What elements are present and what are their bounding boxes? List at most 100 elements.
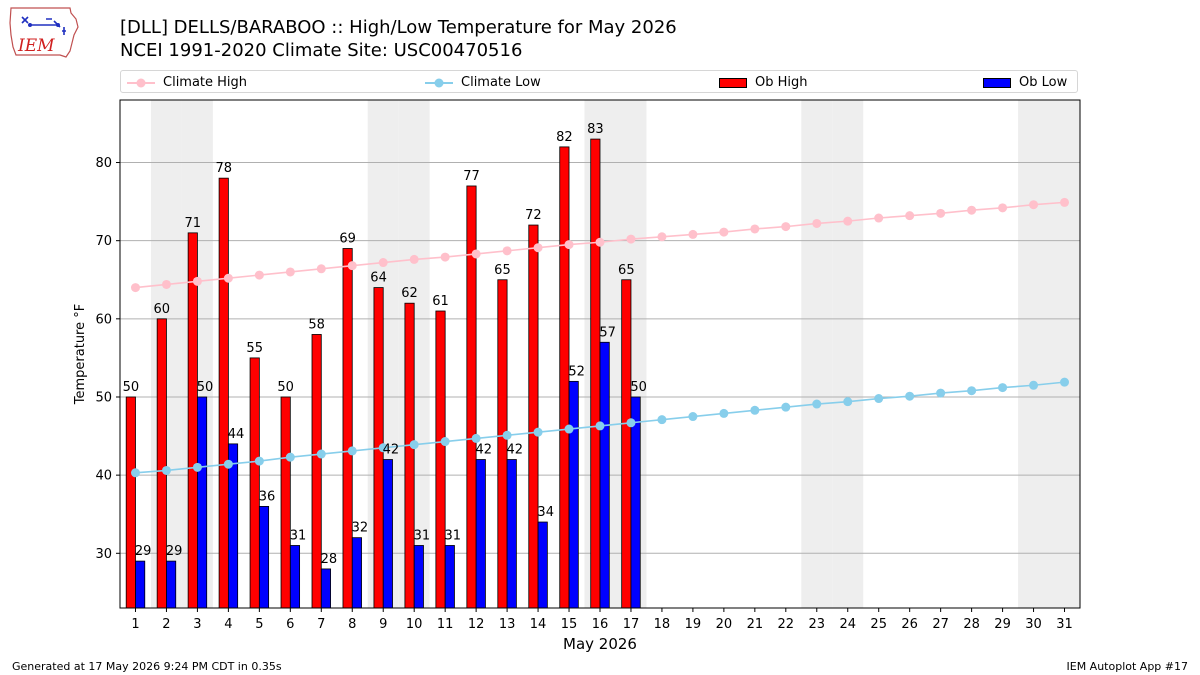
chart-subtitle: NCEI 1991-2020 Climate Site: USC00470516 [120,40,523,61]
y-tick-label: 40 [95,469,112,484]
label-ob-high: 65 [618,263,635,278]
legend-label: Climate High [163,75,248,90]
point-climate-low [874,394,884,404]
point-climate-low [471,433,481,443]
x-tick-label: 2 [162,617,170,632]
label-ob-low: 44 [228,427,245,442]
legend-label: Climate Low [461,75,541,90]
point-climate-high [781,222,791,232]
x-tick-label: 19 [685,617,702,632]
point-climate-low [688,412,698,422]
point-climate-low [719,408,729,418]
y-tick-label: 30 [95,547,112,562]
legend-ob-low-marker [983,77,1011,88]
point-climate-high [130,283,140,293]
point-climate-high [998,203,1008,213]
point-climate-low [564,424,574,434]
point-climate-high [843,216,853,226]
label-ob-low: 29 [166,544,183,559]
bar-ob-high [435,310,446,609]
point-climate-high [812,218,822,228]
bar-ob-low [506,459,517,609]
footer-app-id: IEM Autoplot App #17 [1066,660,1189,673]
x-tick-label: 13 [499,617,516,632]
bar-ob-low [289,545,301,609]
bar-ob-high [342,248,353,609]
point-climate-low [316,449,326,459]
bar-ob-low [537,521,548,609]
x-tick-label: 5 [255,617,263,632]
label-ob-low: 31 [290,528,307,543]
bar-ob-low [568,380,579,609]
x-tick-label: 16 [592,617,609,632]
x-tick-label: 4 [224,617,232,632]
y-tick-label: 60 [95,312,112,327]
bar-ob-low [258,505,270,609]
label-ob-low: 28 [321,552,338,567]
bar-ob-high [621,279,632,609]
legend-label: Ob High [755,75,808,90]
y-tick-label: 80 [95,156,112,171]
legend-climate-low: Climate Low [425,71,541,94]
label-ob-high: 64 [370,271,387,286]
label-ob-high: 50 [277,380,294,395]
x-tick-label: 30 [1025,617,1042,632]
point-climate-high [688,229,698,239]
x-tick-label: 10 [406,617,423,632]
point-climate-low [812,399,822,409]
x-tick-label: 12 [468,617,485,632]
bar-ob-low [444,545,455,609]
weekend-shade [832,100,864,608]
point-climate-low [192,462,202,472]
label-ob-high: 77 [463,169,480,184]
point-climate-low [347,446,357,456]
logo-text: IEM [17,36,55,56]
label-ob-high: 55 [246,341,263,356]
bar-ob-low [382,459,393,609]
point-climate-low [223,459,233,469]
legend-climate-high: Climate High [127,71,247,94]
point-climate-high [192,276,202,286]
legend-climate-high-marker [127,78,155,87]
label-ob-high: 62 [401,286,418,301]
point-climate-low [502,430,512,440]
label-ob-high: 72 [525,208,542,223]
label-ob-low: 36 [259,489,276,504]
point-climate-high [471,249,481,259]
label-ob-low: 31 [414,528,431,543]
point-climate-low [750,405,760,415]
point-climate-high [533,243,543,253]
x-tick-label: 27 [932,617,949,632]
bar-ob-high [187,232,198,609]
point-climate-high [936,208,946,218]
label-ob-high: 65 [494,263,511,278]
point-climate-low [781,402,791,412]
x-tick-label: 31 [1056,617,1073,632]
legend-ob-low: Ob Low [983,71,1067,94]
bar-ob-high [528,224,539,609]
point-climate-low [843,397,853,407]
x-tick-label: 18 [654,617,671,632]
y-axis-label: Temperature °F [73,304,88,405]
weekend-shade [1049,100,1080,608]
bar-ob-low [630,396,641,609]
bar-ob-high [280,396,291,609]
weekend-shade [801,100,833,608]
x-tick-label: 23 [809,617,826,632]
weekend-shade [1018,100,1050,608]
point-climate-high [1029,200,1039,210]
chart-title: [DLL] DELLS/BARABOO :: High/Low Temperat… [120,17,677,38]
point-climate-low [595,421,605,431]
bar-ob-low [227,443,239,609]
point-climate-high [719,227,729,237]
x-tick-label: 21 [747,617,764,632]
x-tick-label: 9 [379,617,387,632]
point-climate-low [254,456,264,466]
label-ob-high: 69 [339,231,356,246]
label-ob-high: 58 [308,317,325,332]
x-tick-label: 1 [131,617,139,632]
x-tick-label: 29 [994,617,1011,632]
point-climate-high [750,224,760,234]
footer-generated: Generated at 17 May 2026 9:24 PM CDT in … [12,660,282,673]
point-climate-high [347,261,357,271]
